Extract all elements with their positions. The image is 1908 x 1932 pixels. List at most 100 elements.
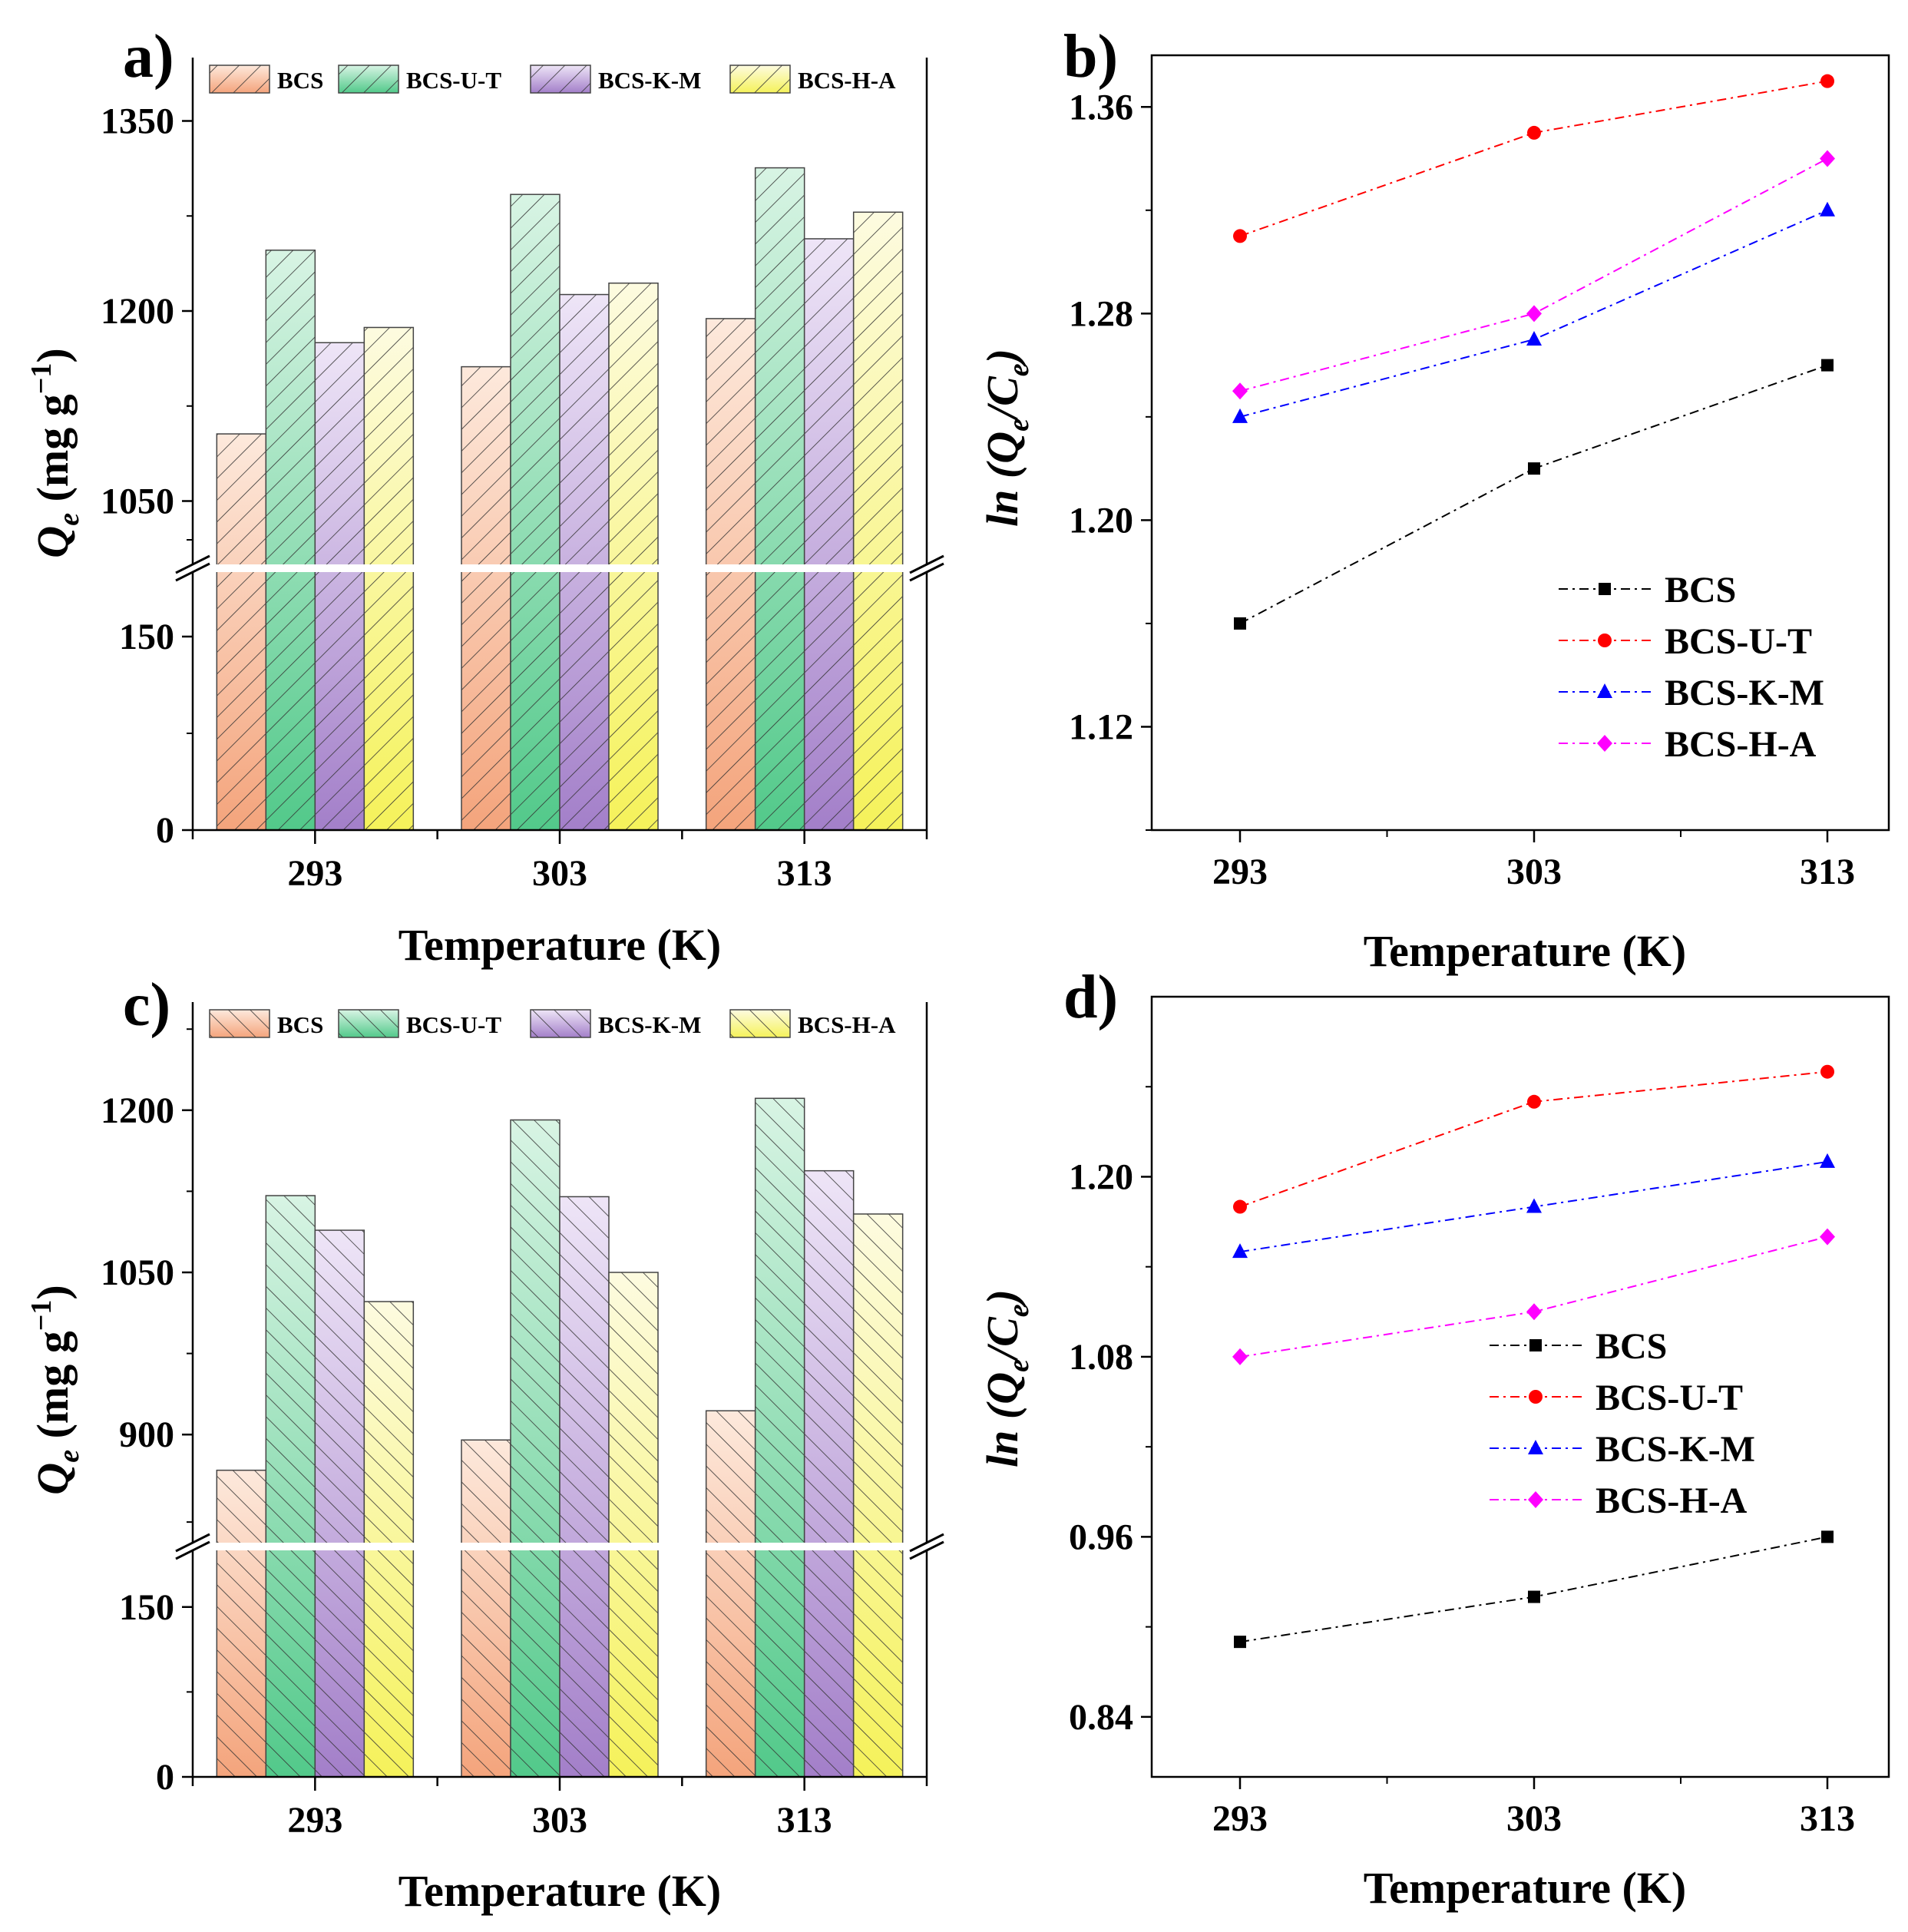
- pc-bar-hatch-bcs-303: [461, 1439, 511, 1778]
- pb-legend-marker-bcs-u-t: [1598, 634, 1612, 647]
- pc-legend-swatch-hatch-bcs-k-m: [530, 1009, 591, 1038]
- pc-bar-hatch-bcs-k-m-303: [559, 1196, 610, 1778]
- pb-y-tick-label-0: 1.12: [1069, 706, 1133, 747]
- pd-x-tick-label-303: 303: [1506, 1798, 1562, 1839]
- panel-d-line-chart: d) 0.84 0.96 1.08 1.20 293 303 313 Temperature…: [977, 964, 1890, 1913]
- pd-point-bcs-u-t-313: [1820, 1064, 1834, 1079]
- pd-point-bcs-k-m-313: [1820, 1153, 1835, 1168]
- pd-y-tick-label-2: 1.08: [1069, 1337, 1133, 1378]
- pa-bar-hatch-bcs-313: [705, 318, 756, 831]
- panel-d-label: d): [1063, 964, 1118, 1031]
- pa-bar-hatch-bcs-u-t-303: [510, 194, 560, 831]
- pb-point-bcs-h-a-313: [1820, 150, 1835, 167]
- pd-legend-marker-bcs-k-m: [1528, 1440, 1543, 1454]
- pd-point-bcs-u-t-293: [1233, 1199, 1247, 1214]
- panel-b-line-chart: b) 1.12 1.20 1.28 1.36 293 303 313 Temperature…: [977, 23, 1890, 976]
- panel-a-x-axis-title: Temperature (K): [398, 920, 721, 970]
- pb-y-tick-label-3: 1.36: [1069, 87, 1133, 127]
- pa-break-mark-1-1: [909, 562, 944, 582]
- pb-y-tick-label-1: 1.20: [1069, 500, 1133, 541]
- pb-y-tick-label-2: 1.28: [1069, 293, 1133, 334]
- pa-legend-swatch-hatch-bcs-k-m: [530, 65, 591, 94]
- pc-bar-hatch-bcs-u-t-293: [265, 1195, 316, 1778]
- pb-plot-frame: [1150, 54, 1890, 832]
- pc-legend-label-bcs-h-a: BCS-H-A: [798, 1011, 896, 1038]
- pa-break-mark-1-0: [909, 554, 944, 574]
- pc-legend-label-bcs-u-t: BCS-U-T: [406, 1011, 501, 1038]
- pc-bar-hatch-bcs-h-a-303: [608, 1272, 659, 1778]
- panel-c-bar-chart: c) 900 1050 1200 0 150 293 303 313 Temperature …: [25, 971, 950, 1916]
- pd-legend-label-bcs-u-t: BCS-U-T: [1596, 1378, 1743, 1418]
- pa-y-tick-label-1050: 1050: [101, 481, 174, 522]
- pc-legend-label-bcs-k-m: BCS-K-M: [598, 1011, 701, 1038]
- pc-legend-swatch-hatch-bcs-u-t: [338, 1009, 399, 1038]
- pa-y-tick-label-low-150: 150: [119, 617, 174, 657]
- pa-bar-hatch-bcs-k-m-313: [803, 238, 855, 831]
- pd-y-tick-label-1: 0.96: [1069, 1517, 1133, 1557]
- pc-x-tick-label-303: 303: [532, 1800, 587, 1841]
- pa-legend-label-bcs-u-t: BCS-U-T: [406, 67, 501, 94]
- pa-bar-hatch-bcs-h-a-303: [608, 282, 659, 831]
- pa-axis-break-gap: [170, 564, 950, 572]
- pb-x-tick-label-303: 303: [1506, 852, 1562, 892]
- pb-series-line-bcs-h-a: [1239, 157, 1828, 392]
- panel-c-label: c): [123, 971, 170, 1039]
- pb-legend-marker-bcs: [1599, 583, 1611, 595]
- pc-y-tick-label-900: 900: [119, 1414, 174, 1455]
- panel-b-y-axis-title: ln (Qe/Ce): [977, 349, 1035, 527]
- pc-legend-swatch-hatch-bcs-h-a: [729, 1009, 791, 1038]
- pa-bar-hatch-bcs-u-t-313: [754, 167, 805, 831]
- pc-axis-break-gap: [170, 1543, 950, 1550]
- panel-d-y-axis-title: ln (Qe/Ce): [977, 1289, 1035, 1467]
- panel-b-x-axis-title: Temperature (K): [1364, 926, 1686, 976]
- pa-break-mark-0-0: [175, 554, 210, 574]
- pb-point-bcs-313: [1821, 359, 1834, 372]
- panel-a-bar-chart: a) 1050 1200 1350 0 150 293 303 313 Temperature…: [25, 23, 950, 970]
- pb-series-line-bcs: [1239, 364, 1828, 624]
- pd-point-bcs-h-a-293: [1232, 1348, 1248, 1365]
- pc-break-mark-1-1: [909, 1540, 944, 1560]
- pa-legend-swatch-hatch-bcs: [209, 65, 270, 94]
- pb-point-bcs-k-m-303: [1526, 330, 1542, 346]
- pd-point-bcs-h-a-303: [1526, 1303, 1542, 1321]
- pd-point-bcs-k-m-303: [1526, 1198, 1542, 1213]
- pd-x-tick-label-313: 313: [1800, 1798, 1855, 1839]
- panel-c-y-axis-title: Qe (mg g−1): [25, 1285, 85, 1494]
- pc-bar-hatch-bcs-k-m-313: [803, 1169, 855, 1778]
- panel-d-legend: BCS BCS-U-T BCS-K-M BCS-H-A: [1490, 1326, 1755, 1521]
- pb-legend-label-bcs: BCS: [1665, 570, 1736, 610]
- pb-legend-label-bcs-h-a: BCS-H-A: [1665, 724, 1817, 765]
- panel-b-legend: BCS BCS-U-T BCS-K-M BCS-H-A: [1559, 570, 1824, 765]
- pa-bar-hatch-bcs-k-m-293: [314, 342, 365, 831]
- pa-legend-label-bcs-h-a: BCS-H-A: [798, 67, 896, 94]
- pd-point-bcs-k-m-293: [1232, 1243, 1248, 1259]
- pb-legend-label-bcs-u-t: BCS-U-T: [1665, 621, 1812, 662]
- panel-c-x-axis-title: Temperature (K): [398, 1866, 721, 1916]
- pc-y-tick-label-1050: 1050: [101, 1252, 174, 1293]
- pc-bar-hatch-bcs-k-m-293: [314, 1229, 365, 1778]
- panel-c-legend: BCS BCS-U-T BCS-K-M BCS-H-A: [209, 1009, 896, 1038]
- pa-y-tick-label-1350: 1350: [101, 101, 174, 142]
- pb-point-bcs-k-m-293: [1232, 408, 1248, 423]
- panel-a-label: a): [123, 23, 174, 91]
- pd-series-line-bcs-u-t: [1239, 1070, 1828, 1208]
- pc-legend-swatch-hatch-bcs: [209, 1009, 270, 1038]
- pc-y-tick-label-low-0: 0: [156, 1757, 174, 1798]
- pb-legend-marker-bcs-k-m: [1597, 683, 1612, 698]
- pb-point-bcs-303: [1528, 462, 1540, 475]
- pb-point-bcs-k-m-313: [1820, 201, 1835, 217]
- pc-break-mark-1-0: [909, 1533, 944, 1553]
- pa-x-tick-label-303: 303: [532, 853, 587, 894]
- pd-y-tick-label-0: 0.84: [1069, 1697, 1133, 1738]
- pb-series-line-bcs-u-t: [1239, 80, 1828, 237]
- pb-legend-label-bcs-k-m: BCS-K-M: [1665, 673, 1824, 713]
- pa-bar-hatch-bcs-h-a-293: [363, 326, 415, 831]
- pb-point-bcs-u-t-293: [1233, 229, 1247, 243]
- pd-point-bcs-313: [1821, 1530, 1834, 1543]
- pa-bar-hatch-bcs-303: [461, 366, 511, 831]
- pb-point-bcs-u-t-313: [1820, 74, 1834, 88]
- pb-point-bcs-293: [1234, 617, 1246, 630]
- pd-legend-marker-bcs-u-t: [1529, 1390, 1543, 1404]
- pd-legend-marker-bcs: [1529, 1339, 1542, 1351]
- pa-bar-hatch-bcs-h-a-313: [852, 211, 904, 831]
